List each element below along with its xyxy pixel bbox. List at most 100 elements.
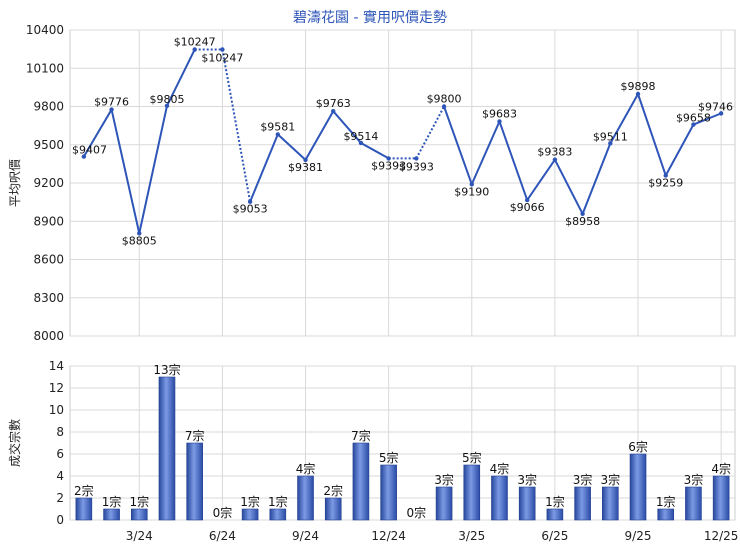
volume-data-label: 7宗 xyxy=(185,428,205,443)
volume-data-label: 1宗 xyxy=(102,494,122,509)
x-tick-label: 6/25 xyxy=(541,529,568,543)
price-series xyxy=(81,47,724,236)
price-y-tick-label: 10400 xyxy=(26,23,64,37)
price-data-label: $8805 xyxy=(122,234,157,247)
chart-title: 碧濤花園 - 實用呎價走勢 xyxy=(293,9,447,26)
price-y-tick-label: 9500 xyxy=(33,138,64,152)
price-point xyxy=(275,132,281,137)
volume-data-label: 4宗 xyxy=(711,461,731,476)
volume-bar xyxy=(463,464,481,521)
volume-data-labels: 2宗 1宗 1宗 13宗 7宗 0宗 1宗 1宗 4宗 2宗 7宗 5宗 0宗 3宗 5宗 4宗 3宗 1宗 3宗 3… xyxy=(74,362,731,520)
volume-data-label: 0宗 xyxy=(407,505,427,520)
volume-bar xyxy=(269,508,287,521)
price-y-ticks: 8000 8300 8600 8900 9200 9500 9800 10100 10400 xyxy=(26,23,64,343)
price-point xyxy=(164,103,170,109)
volume-y-tick-label: 0 xyxy=(56,513,64,527)
price-line-segment xyxy=(138,104,168,235)
volume-data-label: 6宗 xyxy=(628,439,648,454)
volume-bar xyxy=(103,508,120,521)
price-data-label: $9066 xyxy=(510,201,545,214)
price-data-label: $9190 xyxy=(454,185,489,198)
volume-bar xyxy=(518,486,536,521)
volume-bar xyxy=(435,486,453,521)
price-grid xyxy=(70,29,735,337)
price-point xyxy=(247,199,253,204)
volume-data-label: 1宗 xyxy=(129,494,149,509)
volume-data-label: 3宗 xyxy=(573,472,593,487)
price-y-tick-label: 8000 xyxy=(33,329,64,343)
price-point xyxy=(635,91,641,97)
price-data-label: $9898 xyxy=(621,80,656,93)
volume-data-label: 1宗 xyxy=(240,494,260,509)
price-point xyxy=(580,211,585,217)
price-line-segment xyxy=(221,49,252,202)
price-y-tick-label: 8900 xyxy=(33,214,64,228)
price-data-label: $9383 xyxy=(537,146,572,159)
price-y-axis-label: 平均呎價 xyxy=(8,159,22,207)
volume-y-tick-label: 14 xyxy=(49,359,64,373)
price-line-segment xyxy=(664,123,695,177)
volume-series xyxy=(75,376,730,521)
price-data-label: $9776 xyxy=(94,96,129,109)
volume-bar xyxy=(657,508,675,521)
price-line-segment xyxy=(581,142,612,215)
price-point xyxy=(718,111,724,116)
price-point xyxy=(552,157,558,162)
volume-data-label: 5宗 xyxy=(462,450,482,465)
volume-y-ticks: 0 2 4 6 8 10 12 14 xyxy=(49,359,64,527)
volume-bar xyxy=(130,508,148,521)
price-panel: 8000 8300 8600 8900 9200 9500 9800 10100 10400 平… xyxy=(8,23,736,343)
price-data-label: $8958 xyxy=(565,215,600,228)
volume-bar xyxy=(629,453,647,521)
price-point xyxy=(192,47,197,52)
price-point xyxy=(331,109,336,114)
volume-grid xyxy=(70,365,735,521)
price-data-label: $9393 xyxy=(371,159,406,172)
volume-bar xyxy=(602,486,619,521)
volume-data-label: 5宗 xyxy=(379,450,399,465)
price-y-tick-label: 8300 xyxy=(33,291,64,305)
price-y-tick-label: 9800 xyxy=(33,100,64,114)
price-line-segment xyxy=(498,120,529,202)
price-line-segment xyxy=(304,110,335,161)
price-data-label: $9511 xyxy=(593,130,628,143)
price-line-segment xyxy=(276,133,307,161)
price-data-label: $9381 xyxy=(288,161,323,174)
volume-y-tick-label: 12 xyxy=(49,381,64,395)
price-data-label: $9053 xyxy=(233,203,268,216)
volume-data-label: 4宗 xyxy=(296,461,316,476)
price-point xyxy=(469,182,474,187)
price-data-label: $10247 xyxy=(174,36,216,49)
price-line-segment xyxy=(110,108,141,235)
x-tick-label: 3/24 xyxy=(126,529,153,543)
price-line-segment xyxy=(443,105,473,186)
volume-panel: 0 2 4 6 8 10 12 14 成交宗數 2宗 1宗 1宗 13宗 7宗 0宗 1宗 1宗 4宗 2宗 7宗… xyxy=(7,359,738,543)
price-line-segment xyxy=(332,110,362,144)
volume-y-axis-label: 成交宗數 xyxy=(7,419,22,467)
volume-bar xyxy=(297,475,314,521)
volume-y-tick-label: 2 xyxy=(56,491,64,505)
volume-bar xyxy=(158,376,176,521)
price-line-segment xyxy=(553,158,584,215)
x-tick-label: 3/25 xyxy=(458,529,485,543)
volume-y-tick-label: 8 xyxy=(56,425,64,439)
price-line-segment xyxy=(165,48,196,107)
volume-bar xyxy=(241,508,259,521)
volume-bar xyxy=(75,497,93,521)
volume-data-label: 0宗 xyxy=(213,505,233,520)
price-line-segment xyxy=(249,133,279,203)
price-line-segment xyxy=(609,93,640,145)
volume-data-label: 2宗 xyxy=(74,483,94,498)
volume-y-tick-label: 6 xyxy=(56,447,64,461)
price-data-label: $9658 xyxy=(676,112,711,125)
price-y-tick-label: 10100 xyxy=(26,61,64,75)
price-point xyxy=(109,107,114,112)
price-point xyxy=(608,141,613,146)
price-point xyxy=(663,173,668,178)
volume-data-label: 3宗 xyxy=(517,472,537,487)
x-tick-label: 12/24 xyxy=(371,529,406,543)
price-data-label: $9805 xyxy=(149,93,184,106)
volume-data-label: 4宗 xyxy=(490,461,510,476)
price-line-segment xyxy=(470,120,501,186)
